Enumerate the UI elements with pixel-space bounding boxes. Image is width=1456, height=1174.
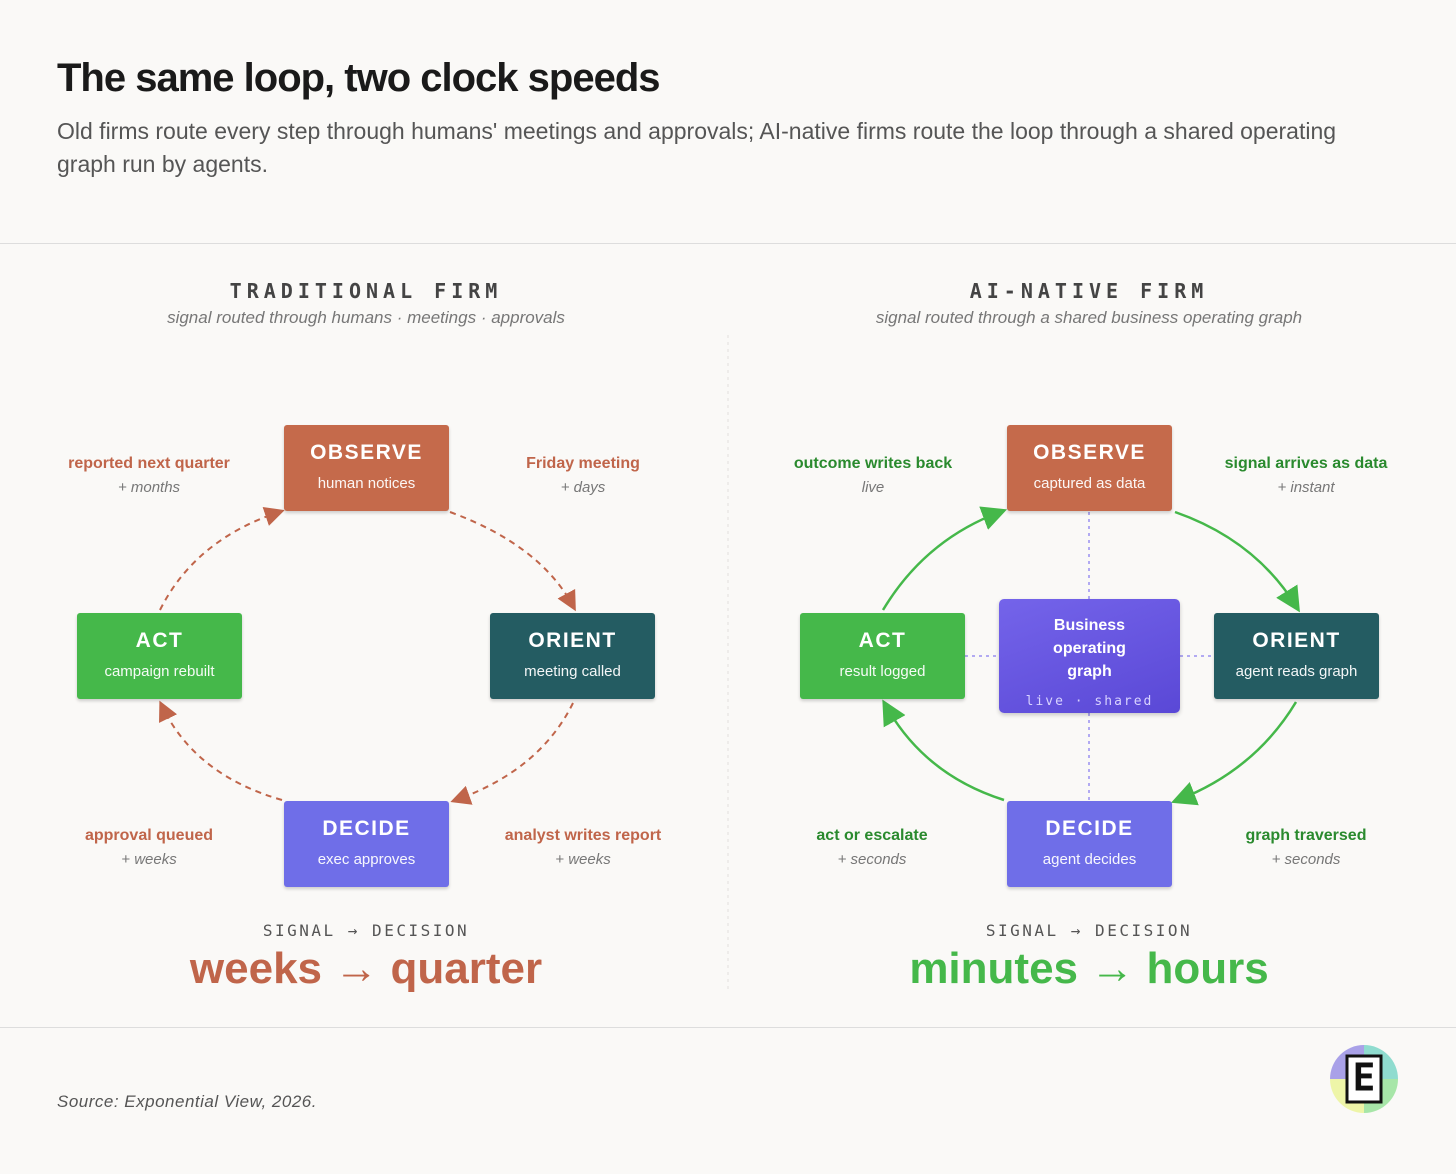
edge-label: act or escalate + seconds xyxy=(752,827,992,868)
node-label: DECIDE xyxy=(322,817,411,840)
result: weeks → quarter xyxy=(189,944,543,993)
node-label: DECIDE xyxy=(1045,817,1134,840)
node: ACT result logged xyxy=(800,613,965,699)
node-label: OBSERVE xyxy=(310,441,423,464)
edge-text: reported next quarter xyxy=(68,455,230,472)
arrow xyxy=(450,702,574,805)
edge-delay: + instant xyxy=(1277,479,1335,496)
graph-links xyxy=(965,512,1214,801)
subtitle: Old firms route every step through human… xyxy=(57,118,1337,177)
ai-arrows xyxy=(881,506,1300,806)
edge-text: analyst writes report xyxy=(504,827,662,844)
node-detail: human notices xyxy=(317,475,416,492)
center-node: Business operating graph live · shared xyxy=(999,599,1180,713)
edge-text: signal arrives as data xyxy=(1224,455,1388,472)
node-label: ACT xyxy=(858,629,907,652)
traditional-arrows xyxy=(159,506,576,805)
result: minutes → hours xyxy=(909,944,1269,993)
rule xyxy=(0,243,1456,244)
center-title: Business operating graph xyxy=(1053,617,1126,680)
edge-label: analyst writes report + weeks xyxy=(463,827,703,868)
footer-label: SIGNAL → DECISION xyxy=(262,921,470,940)
node-label: OBSERVE xyxy=(1033,441,1146,464)
panel-title: AI-NATIVE FIRM xyxy=(969,279,1209,303)
node-label: ORIENT xyxy=(1252,629,1341,652)
node: ORIENT meeting called xyxy=(490,613,655,699)
node: DECIDE exec approves xyxy=(284,801,449,887)
panel-subtitle: signal routed through humans · meetings … xyxy=(167,308,565,327)
node-detail: agent decides xyxy=(1042,851,1137,868)
arrow xyxy=(449,511,576,612)
node-detail: captured as data xyxy=(1033,475,1146,492)
edge-text: approval queued xyxy=(84,827,214,844)
node-label: ACT xyxy=(135,629,184,652)
rule xyxy=(0,1027,1456,1028)
edge-label: Friday meeting + days xyxy=(463,455,703,496)
edge-text: graph traversed xyxy=(1245,827,1367,844)
edge-text: Friday meeting xyxy=(526,455,640,472)
edge-text: act or escalate xyxy=(816,827,928,844)
edge-label: outcome writes back live xyxy=(753,455,993,496)
node-label: ORIENT xyxy=(528,629,617,652)
panel-subtitle: signal routed through a shared business … xyxy=(875,308,1303,327)
source: Source: Exponential View, 2026. xyxy=(57,1092,317,1111)
title: The same loop, two clock speeds xyxy=(57,56,661,100)
edge-delay: + weeks xyxy=(555,851,611,868)
arrow xyxy=(159,506,285,611)
arrow xyxy=(1171,701,1298,806)
edge-text: outcome writes back xyxy=(793,455,953,472)
edge-delay: + weeks xyxy=(121,851,177,868)
node: OBSERVE captured as data xyxy=(1007,425,1172,511)
center-tag: live · shared xyxy=(1025,694,1154,709)
node-detail: meeting called xyxy=(524,663,621,680)
edge-label: approval queued + weeks xyxy=(29,827,269,868)
edge-label: reported next quarter + months xyxy=(29,455,269,496)
arrow xyxy=(881,506,1008,611)
footer-label: SIGNAL → DECISION xyxy=(985,921,1193,940)
edge-delay: + days xyxy=(560,479,606,496)
edge-delay: + seconds xyxy=(837,851,907,868)
edge-label: signal arrives as data + instant xyxy=(1186,455,1426,496)
node-detail: agent reads graph xyxy=(1235,663,1358,680)
logo: E xyxy=(1330,1045,1398,1113)
node: ORIENT agent reads graph xyxy=(1214,613,1379,699)
arrow xyxy=(159,700,283,801)
node-detail: campaign rebuilt xyxy=(104,663,215,680)
node: DECIDE agent decides xyxy=(1007,801,1172,887)
edge-delay: live xyxy=(861,479,885,496)
arrow xyxy=(882,699,1005,802)
logo-letter: E xyxy=(1353,1056,1376,1100)
node-detail: exec approves xyxy=(317,851,416,868)
edge-delay: + months xyxy=(117,479,181,496)
node: ACT campaign rebuilt xyxy=(77,613,242,699)
edge-label: graph traversed + seconds xyxy=(1186,827,1426,868)
node: OBSERVE human notices xyxy=(284,425,449,511)
edge-delay: + seconds xyxy=(1271,851,1341,868)
arrow xyxy=(1174,510,1300,613)
node-detail: result logged xyxy=(839,663,926,680)
panel-title: TRADITIONAL FIRM xyxy=(229,279,503,303)
